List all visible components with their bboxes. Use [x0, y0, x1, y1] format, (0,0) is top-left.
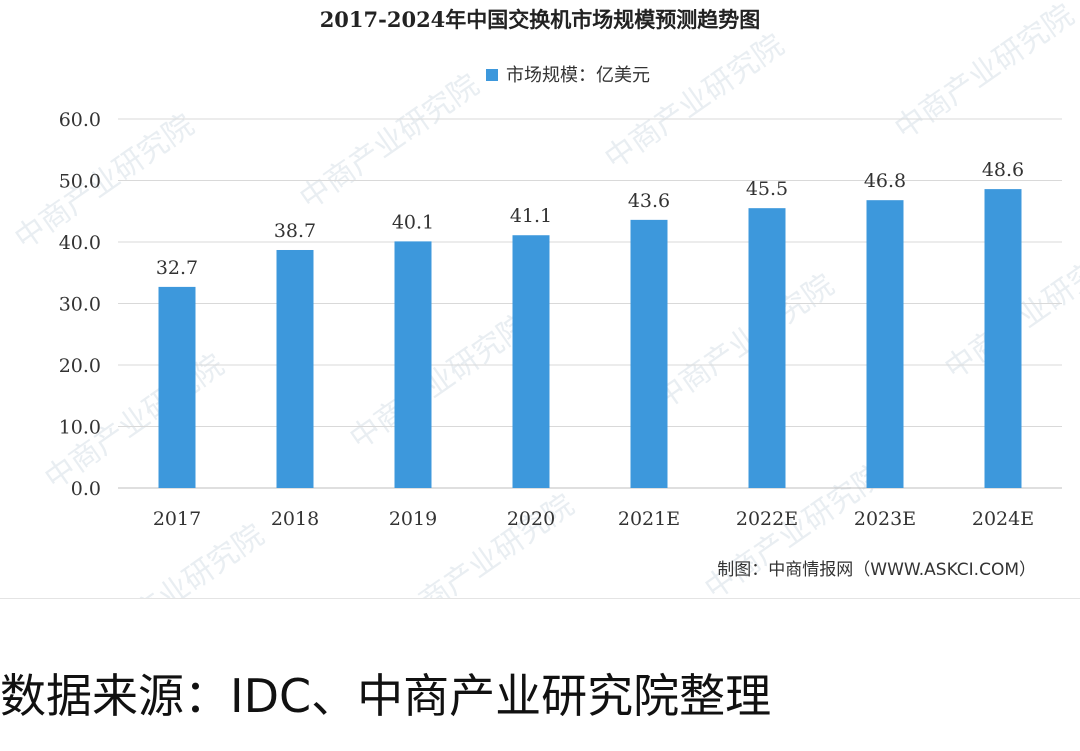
x-tick-label: 2017: [153, 508, 201, 530]
x-tick-label: 2019: [389, 508, 437, 530]
bar-value-label: 43.6: [628, 190, 670, 212]
watermark-text: 中商产业研究院: [649, 268, 841, 417]
x-tick-label: 2022E: [736, 508, 798, 530]
watermark-text: 中商产业研究院: [294, 68, 486, 217]
y-tick-label: 50.0: [59, 171, 101, 193]
legend-label: 市场规模：亿美元: [506, 65, 650, 86]
bar: [630, 219, 668, 489]
watermark-text: 中商产业研究院: [389, 488, 581, 598]
y-tick-label: 40.0: [59, 232, 101, 254]
y-tick-label: 30.0: [59, 294, 101, 316]
bar: [394, 241, 432, 488]
chart-panel: 中商产业研究院 中商产业研究院 中商产业研究院 中商产业研究院 中商产业研究院 中商产业研…: [0, 0, 1080, 599]
bar: [512, 235, 550, 488]
x-tick-label: 2024E: [972, 508, 1034, 530]
bar-value-label: 38.7: [274, 220, 316, 242]
bar-value-label: 41.1: [510, 205, 552, 227]
watermark-text: 中商产业研究院: [889, 0, 1080, 147]
x-tick-label: 2021E: [618, 508, 680, 530]
bar: [276, 249, 314, 488]
bar: [748, 208, 786, 489]
chart-credit: 制图：中商情报网（WWW.ASKCI.COM）: [717, 560, 1036, 580]
source-note: 数据来源：IDC、中商产业研究院整理: [0, 669, 772, 723]
y-tick-label: 10.0: [59, 417, 101, 439]
x-tick-label: 2020: [507, 508, 555, 530]
x-tick-label: 2018: [271, 508, 319, 530]
watermark-text: 中商产业研究院: [344, 308, 536, 457]
chart-title: 2017-2024年中国交换机市场规模预测趋势图: [320, 7, 761, 32]
bar: [158, 286, 196, 488]
bar-value-label: 40.1: [392, 211, 434, 233]
watermark-text: 中商产业研究院: [599, 28, 791, 177]
legend-swatch: [486, 69, 498, 81]
bar-value-label: 32.7: [156, 257, 198, 279]
x-tick-label: 2023E: [854, 508, 916, 530]
watermark-text: 中商产业研究院: [9, 108, 201, 257]
y-tick-label: 0.0: [71, 478, 101, 500]
bar: [984, 189, 1022, 489]
bar: [866, 200, 904, 488]
bar-value-label: 45.5: [746, 178, 788, 200]
y-tick-label: 60.0: [59, 109, 101, 131]
bar-value-label: 46.8: [864, 170, 906, 192]
bar-value-label: 48.6: [982, 159, 1024, 181]
y-tick-label: 20.0: [59, 355, 101, 377]
